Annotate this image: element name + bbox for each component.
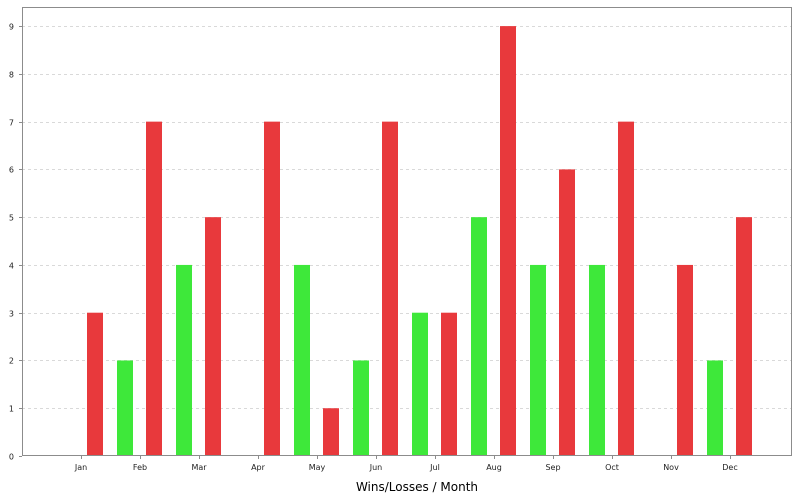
y-tick-label: 0 xyxy=(9,453,14,462)
x-tick-label: Aug xyxy=(486,463,502,472)
loss-bar-feb xyxy=(146,121,162,456)
win-bar-oct xyxy=(589,264,605,456)
win-bar-mar xyxy=(176,264,192,456)
y-tick-label: 7 xyxy=(9,119,14,128)
x-tick-label: Oct xyxy=(605,463,619,472)
win-bar-dec xyxy=(707,360,723,456)
y-tick-label: 5 xyxy=(9,214,14,223)
loss-bar-mar xyxy=(205,217,221,456)
loss-bar-jan xyxy=(87,312,103,456)
win-bar-may xyxy=(294,264,310,456)
loss-bar-nov xyxy=(677,264,693,456)
x-tick-label: Feb xyxy=(133,463,147,472)
win-bar-feb xyxy=(117,360,133,456)
grid-lines xyxy=(22,26,792,409)
win-bar-jun xyxy=(353,360,369,456)
x-tick-label: Jul xyxy=(429,463,440,472)
loss-bar-jun xyxy=(382,121,398,456)
y-tick-label: 9 xyxy=(9,23,14,32)
loss-bar-sep xyxy=(559,169,575,457)
x-tick-label: Jan xyxy=(74,463,87,472)
loss-bar-oct xyxy=(618,121,634,456)
y-tick-label: 3 xyxy=(9,310,14,319)
x-tick-label: Nov xyxy=(663,463,679,472)
win-bar-jul xyxy=(412,312,428,456)
x-axis-title: Wins/Losses / Month xyxy=(356,480,478,494)
x-axis-ticks: Jan Feb Mar Apr May Jun Jul Aug Sep Oct Nov Dec xyxy=(74,456,738,472)
x-tick-label: May xyxy=(309,463,326,472)
x-tick-label: Sep xyxy=(545,463,560,472)
y-tick-label: 4 xyxy=(9,262,14,271)
loss-bar-jul xyxy=(441,312,457,456)
y-axis-ticks: 0 1 2 3 4 5 6 7 8 9 xyxy=(9,23,22,462)
loss-bar-may xyxy=(323,408,339,456)
y-tick-label: 2 xyxy=(9,357,14,366)
loss-bar-dec xyxy=(736,217,752,456)
y-tick-label: 8 xyxy=(9,71,14,80)
y-tick-label: 1 xyxy=(9,405,14,414)
x-tick-label: Mar xyxy=(191,463,207,472)
loss-bar-apr xyxy=(264,121,280,456)
plot-frame xyxy=(22,7,792,456)
x-tick-label: Apr xyxy=(251,463,266,472)
x-tick-label: Jun xyxy=(369,463,383,472)
win-bar-sep xyxy=(530,264,546,456)
y-tick-label: 6 xyxy=(9,166,14,175)
win-bar-aug xyxy=(471,217,487,456)
loss-bar-aug xyxy=(500,26,516,456)
bars xyxy=(87,26,752,457)
x-tick-label: Dec xyxy=(722,463,737,472)
